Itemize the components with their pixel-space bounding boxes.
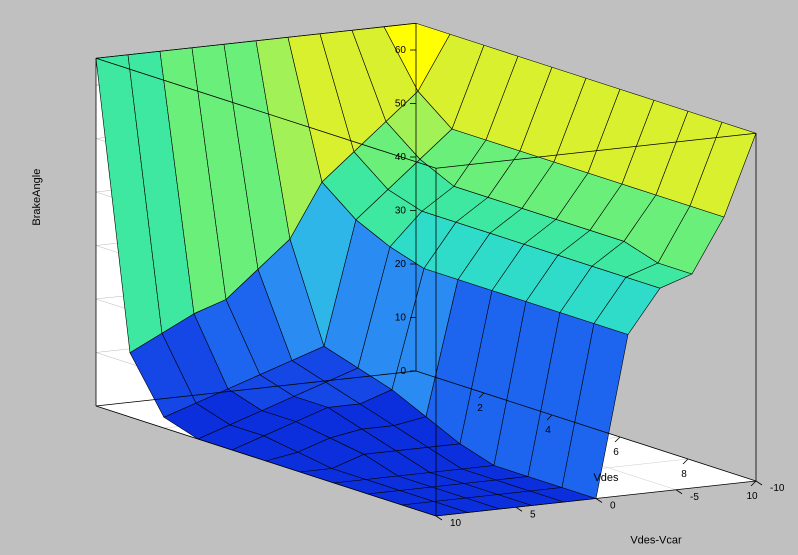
z-tick-label: 30 <box>395 206 407 217</box>
y-tick-label: 10 <box>450 518 462 529</box>
x-tick-label: 4 <box>545 425 551 436</box>
z-tick-label: 50 <box>395 99 407 110</box>
z-tick-label: 10 <box>395 313 407 324</box>
y-tick-label: -5 <box>690 492 699 503</box>
y-tick-label: 5 <box>530 509 536 520</box>
x-tick-label: 8 <box>681 469 687 480</box>
surface <box>96 23 756 516</box>
x-axis-label: Vdes <box>593 472 619 484</box>
x-tick-label: 10 <box>746 491 758 502</box>
y-tick-label: 0 <box>610 501 616 512</box>
x-tick-label: 6 <box>613 447 619 458</box>
x-tick-label: 2 <box>477 403 483 414</box>
z-axis-label: BrakeAngle <box>31 169 43 226</box>
z-tick-label: 60 <box>395 45 407 56</box>
z-tick-label: 40 <box>395 152 407 163</box>
y-axis-label: Vdes-Vcar <box>630 535 682 547</box>
chart-container: 0 10 20 30 40 50 60 2 4 6 8 10 -10 -5 0 5 10 BrakeAngle Vd… <box>0 0 798 555</box>
surface-plot: 0 10 20 30 40 50 60 2 4 6 8 10 -10 -5 0 5 10 BrakeAngle Vd… <box>0 0 798 555</box>
y-tick-label: -10 <box>770 483 785 494</box>
z-tick-label: 20 <box>395 259 407 270</box>
z-tick-label: 0 <box>400 366 406 377</box>
